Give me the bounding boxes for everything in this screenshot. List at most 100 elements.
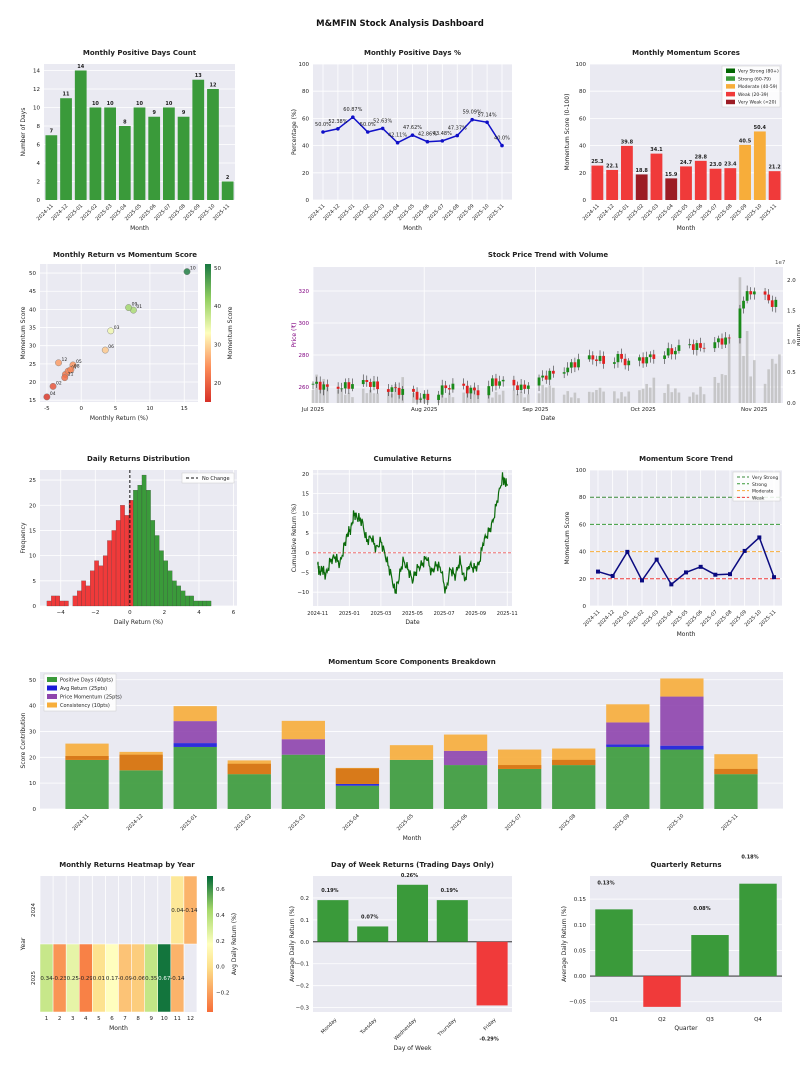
- candle-body: [616, 353, 620, 363]
- y-tick-label: 6: [37, 142, 41, 148]
- histogram-bin: [59, 600, 65, 607]
- point-label: 10: [190, 266, 196, 272]
- candle-body: [670, 348, 674, 355]
- y-tick-label: 100: [576, 62, 587, 68]
- x-tick-label: 2025-04: [342, 813, 361, 832]
- point-label: 07: [71, 365, 77, 371]
- volume-bar: [473, 386, 476, 403]
- y-tick-label: −0.05: [569, 1000, 586, 1006]
- point-value-label: 60.87%: [343, 107, 362, 113]
- stacked-segment: [65, 743, 109, 760]
- y-tick-label: 0.1: [300, 918, 309, 924]
- bar: [595, 909, 633, 977]
- stacked-segment: [606, 704, 650, 723]
- y-tick-label: 0: [33, 604, 37, 610]
- bar-value-label: 18.8: [636, 168, 649, 174]
- candle-body: [727, 337, 731, 339]
- colorbar: [205, 264, 211, 402]
- bar: [207, 88, 219, 200]
- y-tick-label: 0.15: [574, 897, 587, 903]
- volume-bar: [394, 384, 397, 403]
- colorbar-tick-label: 0.6: [216, 887, 225, 893]
- candle-body: [537, 377, 541, 386]
- legend-swatch: [47, 685, 57, 691]
- point-label: 06: [108, 344, 114, 350]
- x-tick-label: Q1: [610, 1017, 618, 1023]
- data-point: [455, 133, 460, 138]
- colorbar: [207, 876, 213, 1012]
- candle-body: [749, 291, 753, 295]
- histogram-bin: [198, 600, 203, 607]
- candle-body: [770, 300, 774, 307]
- histogram-bin: [193, 600, 199, 607]
- data-point: [669, 582, 674, 587]
- colorbar-tick-label: 0.2: [216, 939, 225, 945]
- y-tick-label: 20: [579, 171, 586, 177]
- candle-body: [699, 343, 702, 348]
- candle-body: [713, 342, 717, 349]
- legend-box: [181, 472, 235, 484]
- histogram-bin: [94, 560, 99, 607]
- candle-body: [487, 386, 491, 396]
- volume-bar: [462, 392, 465, 403]
- x-tick-label: 2025-05: [396, 813, 415, 832]
- histogram-bin: [180, 590, 186, 607]
- x-tick-label: 2024-11: [307, 611, 328, 617]
- bar: [709, 168, 722, 200]
- y2-tick-label: 1.0: [787, 339, 796, 345]
- point-label: 01: [136, 304, 142, 310]
- candle-body: [351, 384, 354, 389]
- bar: [691, 935, 729, 977]
- histogram-bin: [120, 505, 125, 607]
- candle-body: [376, 381, 379, 390]
- y-tick-label: 20: [302, 472, 309, 478]
- candle-body: [311, 383, 315, 385]
- y-tick-label: 15: [302, 492, 309, 498]
- volume-bar: [361, 388, 365, 403]
- legend-label: Very Weak (<20): [738, 100, 776, 106]
- y-tick-label: 80: [579, 89, 586, 95]
- y-tick-label: 280: [299, 353, 310, 359]
- heatmap-cell-label: -0.06: [131, 976, 146, 982]
- candle-body: [523, 384, 527, 389]
- x-tick-label: 2025-05: [402, 611, 423, 617]
- bar: [192, 79, 205, 200]
- y-tick-label: 2025: [31, 971, 37, 985]
- volume-bar: [340, 389, 344, 403]
- stacked-segment: [173, 746, 217, 809]
- candle-body: [372, 381, 376, 387]
- chart-title: Monthly Positive Days %: [364, 49, 461, 57]
- candle-body: [476, 390, 480, 396]
- point-label: 11: [68, 372, 74, 378]
- point-label: 09: [132, 302, 138, 308]
- volume-bar: [494, 391, 498, 403]
- volume-bar: [623, 396, 627, 403]
- heatmap-cell-label: -0.14: [183, 908, 198, 914]
- candle-body: [512, 379, 516, 386]
- y-tick-label: 300: [299, 321, 310, 327]
- heatmap-cell-label: 0.04: [171, 908, 184, 914]
- y2-tick-label: 1.5: [787, 309, 796, 315]
- point-value-label: 52.38%: [328, 119, 347, 125]
- y-axis-label: Price (₹): [291, 322, 298, 347]
- stacked-segment: [443, 750, 488, 766]
- volume-bar: [727, 337, 731, 403]
- candle-body: [648, 354, 652, 358]
- candle-body: [315, 381, 318, 384]
- volume-bar: [692, 392, 695, 403]
- colorbar-tick-label: 20: [214, 381, 221, 387]
- candle-body: [365, 380, 369, 382]
- y-tick-label: 10: [302, 511, 309, 517]
- x-tick-label: Q3: [706, 1017, 714, 1023]
- stacked-segment: [498, 768, 542, 809]
- y-axis-label: Cumulative Return (%): [291, 504, 298, 572]
- data-point: [610, 573, 615, 578]
- volume-bar: [717, 382, 720, 403]
- volume-bar: [695, 394, 699, 403]
- bar: [118, 125, 131, 200]
- x-tick-label: 2025-07: [434, 611, 455, 617]
- volume-bar: [570, 397, 573, 403]
- plot-area: [40, 264, 198, 402]
- bar-value-label: 28.8: [695, 154, 708, 160]
- chart-title: Momentum Score Components Breakdown: [328, 658, 495, 666]
